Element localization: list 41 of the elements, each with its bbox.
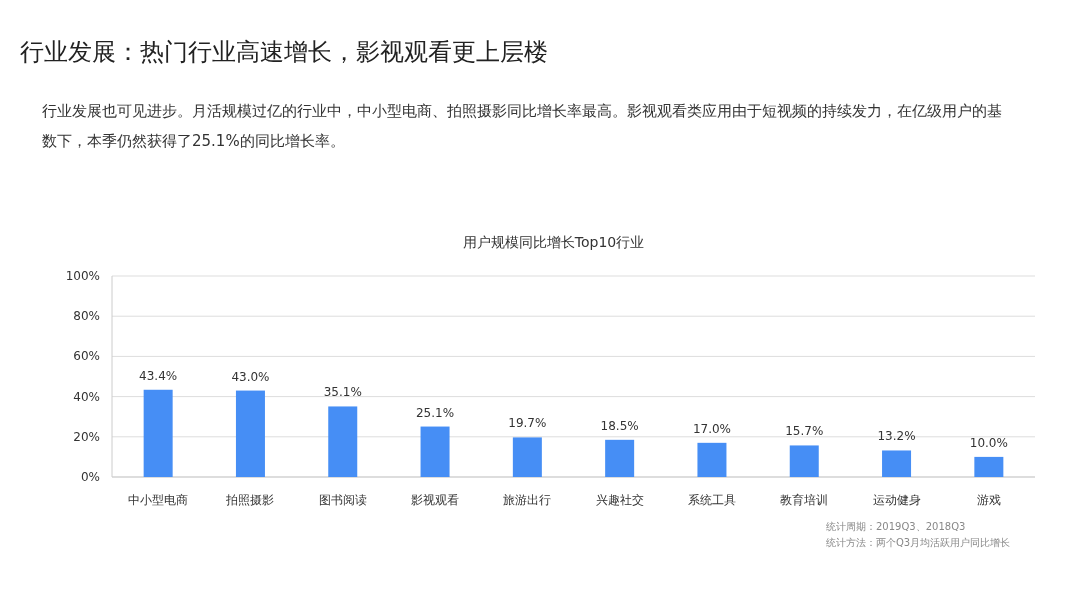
x-tick-label: 拍照摄影 bbox=[225, 493, 275, 507]
y-tick-label: 0% bbox=[80, 470, 100, 484]
y-tick-label: 40% bbox=[73, 389, 100, 404]
bar bbox=[328, 406, 358, 477]
y-tick-label: 20% bbox=[73, 429, 100, 444]
data-label: 25.1% bbox=[415, 405, 455, 420]
bar bbox=[143, 389, 173, 477]
bar bbox=[235, 390, 265, 477]
data-label: 19.7% bbox=[508, 416, 547, 431]
data-label: 13.2% bbox=[877, 429, 916, 444]
x-tick-label: 游戏 bbox=[976, 493, 1001, 507]
data-label: 43.0% bbox=[231, 369, 270, 384]
x-tick-label: 兴趣社交 bbox=[595, 493, 644, 507]
bar bbox=[605, 439, 635, 477]
x-tick-label: 旅游出行 bbox=[503, 493, 552, 507]
bar bbox=[974, 456, 1004, 477]
x-tick-label: 系统工具 bbox=[687, 493, 736, 507]
x-tick-label: 中小型电商 bbox=[128, 493, 189, 507]
bar bbox=[882, 450, 912, 477]
bar bbox=[789, 445, 819, 477]
text: 统计方法：两个Q3月均活跃用户同比增长 bbox=[826, 537, 1011, 548]
y-tick-label: 80% bbox=[73, 309, 100, 324]
data-label: 35.1% bbox=[323, 385, 362, 400]
data-label: 18.5% bbox=[600, 418, 639, 433]
text: 统计周期：2019Q3、2018Q3 bbox=[826, 521, 966, 532]
data-label: 15.7% bbox=[785, 424, 824, 439]
data-label: 10.0% bbox=[969, 435, 1008, 450]
x-tick-label: 图书阅读 bbox=[318, 493, 367, 507]
text: 用户规模同比增长Top10行业 bbox=[462, 234, 645, 250]
x-tick-label: 运动健身 bbox=[872, 493, 921, 507]
bar bbox=[697, 442, 727, 477]
chart-title: 行业发展：热门行业高速增长，影视观看更上层楼 bbox=[20, 37, 548, 68]
x-tick-label: 教育培训 bbox=[780, 493, 829, 507]
data-label: 17.0% bbox=[692, 421, 732, 436]
bar bbox=[420, 426, 450, 477]
bar bbox=[512, 437, 542, 477]
x-tick-label: 影视观看 bbox=[411, 493, 460, 507]
chart-subtitle: 行业发展也可见进步。月活规模过亿的行业中，中小型电商、拍照摄影同比增长率最高。影视观看类应用由于短视频的持续发力，在亿级用户的基数下，本季仍然获得了25.1%的同比增长率。 bbox=[42, 101, 1002, 152]
y-tick-label: 100% bbox=[65, 269, 100, 283]
y-tick-label: 60% bbox=[73, 349, 100, 364]
data-label: 43.4% bbox=[139, 368, 178, 383]
